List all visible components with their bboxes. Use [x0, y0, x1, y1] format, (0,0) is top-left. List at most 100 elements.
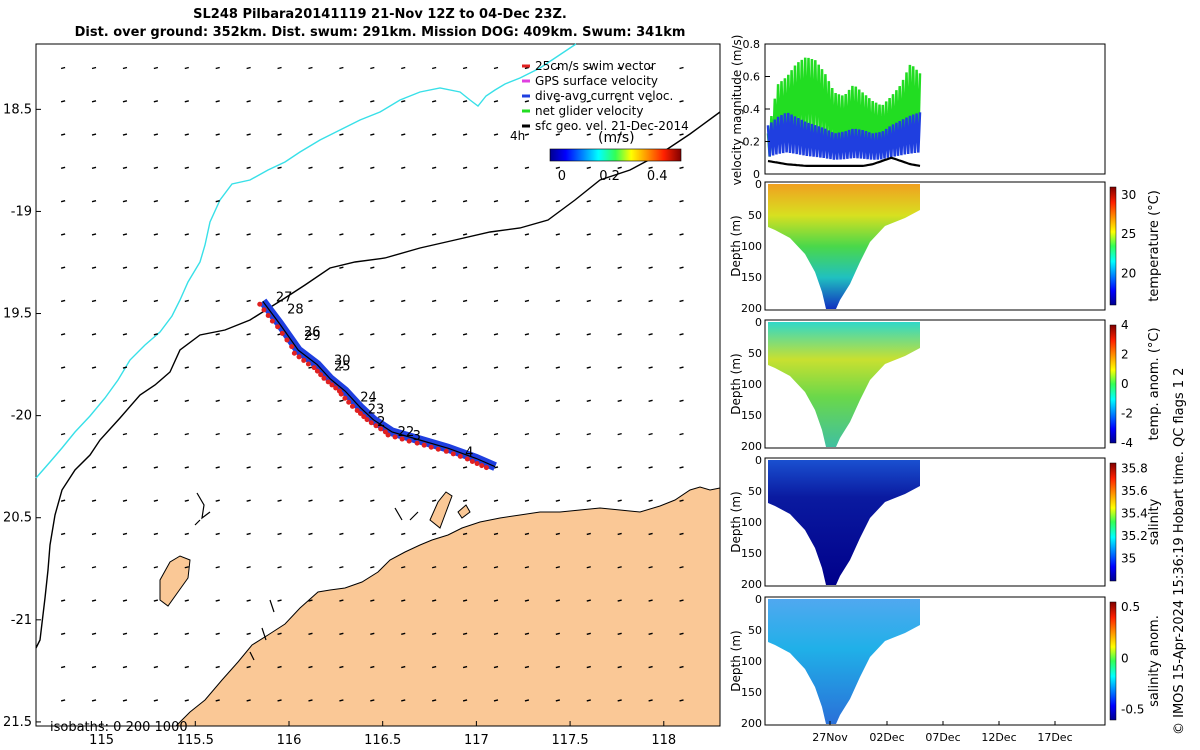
current-vector — [184, 333, 189, 336]
section-colorbar — [1109, 601, 1117, 721]
map-x-tick-label: 116.5 — [364, 733, 401, 748]
current-vector — [462, 366, 468, 369]
current-vector — [431, 566, 437, 569]
current-vector — [462, 699, 468, 702]
net-track-line — [262, 300, 496, 468]
current-vector — [246, 233, 251, 236]
current-vector — [555, 432, 561, 436]
current-vector — [184, 499, 189, 502]
current-vector — [153, 699, 159, 702]
current-vector — [370, 632, 375, 635]
current-vector — [60, 100, 66, 103]
current-vector — [277, 499, 282, 502]
current-vector — [524, 632, 530, 635]
current-vector — [431, 532, 437, 536]
section-panel: 0 50 100 150 200 Depth (m) 35.8 35.6 35.4 35.2 35 s… — [729, 454, 1162, 591]
current-vector — [586, 466, 591, 469]
current-vector — [617, 100, 622, 103]
track-day-label: 3 — [413, 429, 421, 444]
current-vector — [401, 532, 406, 536]
current-vector — [91, 532, 97, 536]
current-vector — [679, 566, 684, 569]
current-vector — [401, 632, 406, 635]
current-vector — [586, 233, 591, 236]
current-vector — [246, 532, 251, 536]
current-vector — [308, 133, 313, 136]
current-vector — [524, 399, 530, 403]
swim-vector-mark — [314, 368, 320, 374]
current-vector — [184, 665, 189, 669]
current-vector — [401, 665, 406, 669]
current-vector — [277, 166, 282, 170]
colorbar-tick-label: 0 — [1121, 651, 1129, 665]
current-vector — [493, 233, 499, 236]
current-vector — [60, 466, 66, 469]
current-vector — [617, 632, 622, 635]
current-vector — [462, 299, 468, 303]
swim-vector-mark — [349, 403, 355, 409]
chart-title: SL248 Pilbara20141119 21-Nov 12Z to 04-D… — [193, 7, 567, 22]
swim-vector-mark — [469, 459, 475, 465]
swim-vector-mark — [305, 361, 311, 367]
current-vector — [401, 199, 406, 203]
current-vector — [153, 599, 159, 602]
current-vector — [401, 399, 406, 403]
current-vector — [60, 632, 66, 635]
section-panel: 0 50 100 150 200 Depth (m) 30 25 20 temperature (… — [729, 178, 1162, 315]
section-field — [768, 599, 920, 724]
current-vector — [431, 199, 437, 203]
colorbar-tick-label: 35.8 — [1121, 462, 1148, 476]
current-vector-grid — [60, 66, 684, 702]
swim-vector-mark — [364, 417, 370, 423]
current-vector — [679, 532, 684, 536]
current-vector — [555, 299, 561, 303]
current-vector — [555, 399, 561, 403]
current-vector — [462, 133, 468, 136]
current-vector — [153, 632, 159, 635]
swim-vector-mark — [291, 350, 297, 356]
current-vector — [308, 699, 313, 702]
current-vector — [153, 532, 159, 536]
swim-vector-mark — [421, 442, 427, 448]
depth-tick-label: 200 — [741, 440, 762, 453]
current-vector — [370, 532, 375, 536]
current-vector — [524, 699, 530, 702]
track-day-label: 22 — [398, 425, 415, 440]
colorbar-tick-label: -2 — [1121, 407, 1133, 421]
current-vector — [91, 166, 97, 170]
current-vector — [617, 399, 622, 403]
current-vector — [462, 66, 468, 70]
current-vector — [431, 366, 437, 369]
current-vector — [246, 66, 251, 70]
current-vector — [555, 665, 561, 669]
current-vector — [91, 333, 97, 336]
current-vector — [617, 665, 622, 669]
current-vector — [215, 66, 220, 70]
island-large — [159, 555, 191, 607]
current-vector — [246, 665, 251, 669]
swim-vector-mark — [296, 354, 302, 360]
current-vector — [184, 399, 189, 403]
current-vector — [246, 566, 251, 569]
current-vector — [370, 199, 375, 203]
current-vector — [277, 233, 282, 236]
current-vector — [401, 499, 406, 502]
current-vector — [246, 166, 251, 170]
swim-vector-mark — [257, 301, 263, 307]
current-vector — [370, 499, 375, 502]
current-vector — [184, 233, 189, 236]
speed-colorbar — [549, 148, 682, 162]
current-vector — [246, 599, 251, 602]
current-vector — [153, 399, 159, 403]
colorbar-tick-label: 25 — [1121, 227, 1136, 241]
map-y-tick-label: 20.5 — [3, 511, 32, 526]
current-vector — [91, 499, 97, 502]
depth-tick-label: 50 — [748, 624, 762, 637]
current-vector — [246, 133, 251, 136]
depth-tick-label: 50 — [748, 347, 762, 360]
depth-tick-label: 50 — [748, 209, 762, 222]
current-vector — [60, 399, 66, 403]
isobath-200 — [35, 111, 721, 649]
current-vector — [370, 566, 375, 569]
current-vector — [370, 166, 375, 170]
